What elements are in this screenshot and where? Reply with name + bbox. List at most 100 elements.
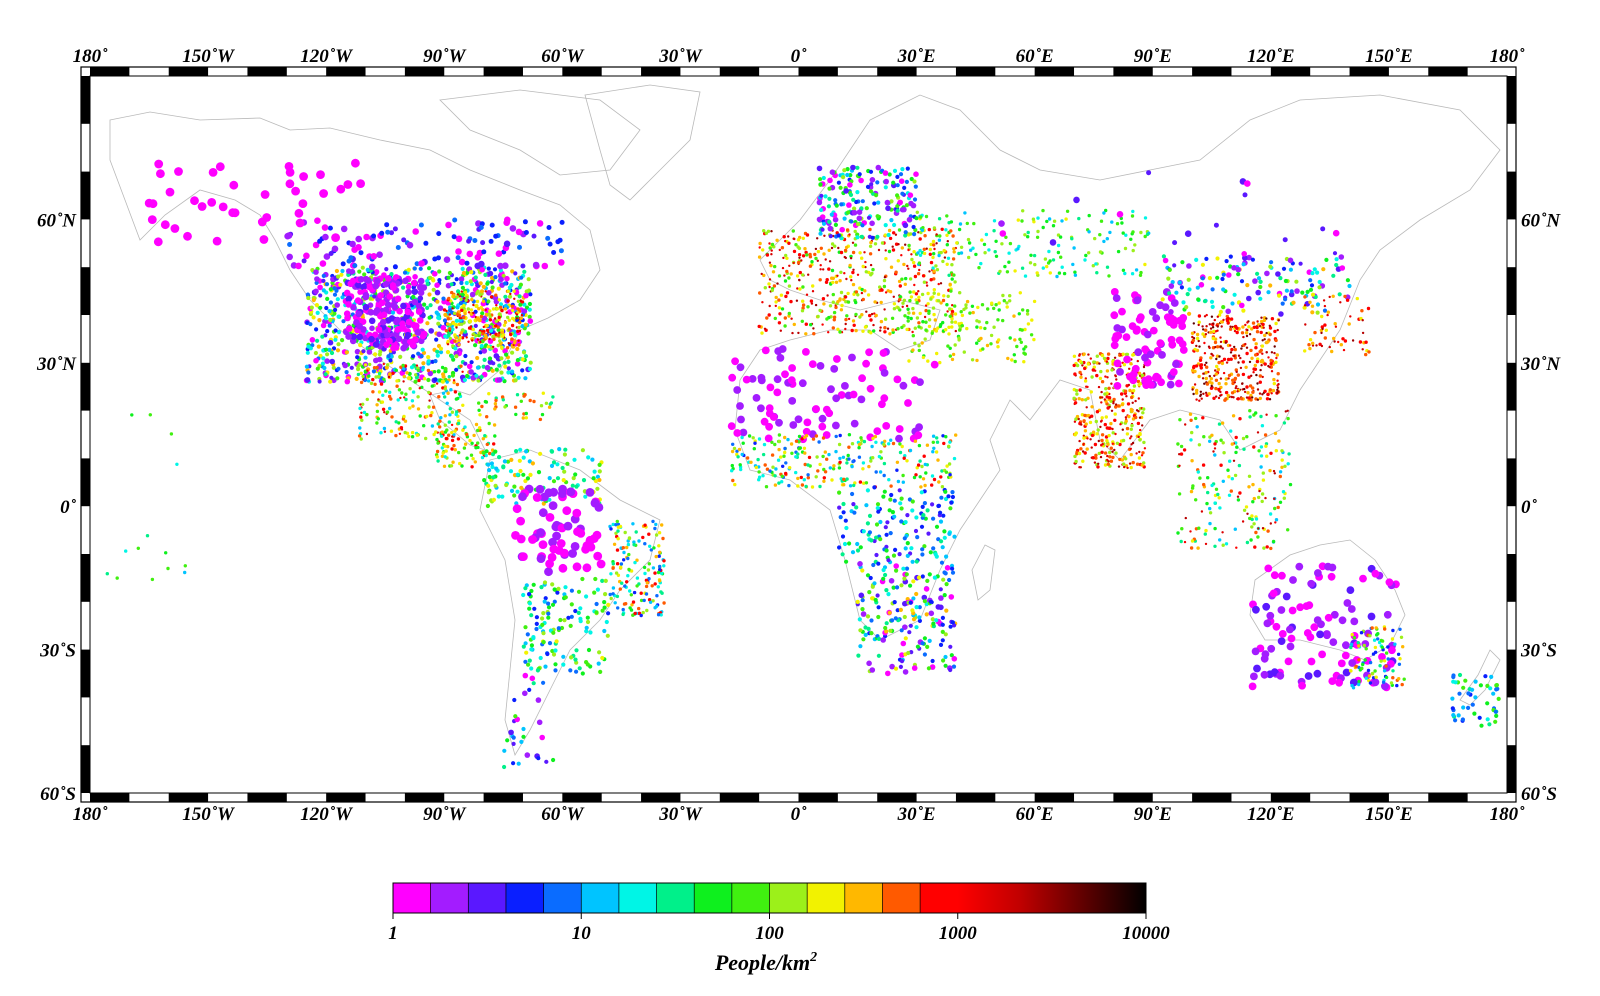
station-dot [428, 275, 433, 280]
station-dot [912, 179, 917, 184]
station-dot [940, 629, 945, 635]
station-dot [827, 219, 832, 224]
station-dot [454, 318, 459, 323]
station-dot [980, 303, 985, 307]
station-dot [478, 293, 482, 297]
station-dot [1129, 427, 1134, 431]
station-dot [949, 220, 954, 224]
station-dot [547, 241, 553, 247]
station-dot [355, 355, 360, 360]
station-dot [480, 404, 484, 409]
station-dot [360, 418, 364, 422]
station-dot [503, 240, 511, 248]
station-dot [994, 239, 998, 243]
station-dot [837, 545, 842, 550]
station-dot [540, 412, 545, 417]
station-dot [529, 643, 535, 648]
station-dot [618, 587, 622, 591]
station-dot [884, 629, 889, 634]
station-dot [873, 300, 877, 304]
station-dot [889, 199, 894, 204]
station-dot [1094, 453, 1098, 457]
station-dot [500, 345, 504, 349]
station-dot [394, 368, 398, 372]
station-dot [509, 292, 512, 296]
station-dot [907, 311, 911, 315]
station-dot [487, 270, 494, 277]
station-dot [517, 244, 522, 250]
station-dot [427, 370, 434, 377]
station-dot [321, 224, 329, 231]
station-dot [979, 261, 983, 266]
station-dot [363, 233, 370, 241]
station-dot [1090, 433, 1095, 438]
station-dot [925, 284, 929, 287]
station-dot [526, 277, 531, 282]
station-dot [359, 437, 363, 441]
station-dot [518, 447, 523, 452]
station-dot [918, 475, 922, 479]
station-dot [1105, 369, 1110, 373]
station-dot [260, 190, 270, 199]
station-dot [580, 671, 585, 676]
station-dot [1251, 390, 1255, 394]
station-dot [1077, 451, 1082, 456]
station-dot [534, 615, 540, 620]
station-dot [356, 367, 361, 372]
station-dot [468, 369, 474, 375]
station-dot [780, 480, 784, 484]
station-dot [485, 415, 489, 419]
station-dot [819, 268, 822, 271]
frame-segment-top [1034, 67, 1075, 76]
station-dot [914, 605, 919, 610]
station-dot [770, 230, 773, 233]
station-dot [522, 269, 527, 274]
station-dot [511, 316, 515, 321]
station-dot [898, 178, 905, 184]
station-dot [851, 282, 856, 287]
station-dot [883, 317, 888, 321]
station-dot [388, 390, 392, 394]
station-dot [1084, 422, 1088, 426]
station-dot [1137, 435, 1140, 439]
station-dot [410, 435, 415, 439]
station-dot [462, 377, 467, 383]
station-dot [902, 536, 907, 541]
station-dot [417, 378, 421, 383]
station-dot [836, 180, 842, 185]
station-dot [399, 396, 402, 400]
station-dot [1133, 296, 1142, 305]
station-dot [344, 378, 351, 385]
station-dot [1263, 389, 1267, 393]
station-dot [757, 324, 761, 329]
station-dot [394, 420, 398, 424]
station-dot [1241, 325, 1245, 329]
station-dot [470, 297, 474, 302]
station-dot [929, 260, 934, 265]
station-dot [446, 343, 450, 346]
station-dot [595, 486, 600, 491]
station-dot [344, 350, 349, 355]
station-dot [1221, 287, 1226, 292]
station-dot [935, 233, 938, 236]
station-dot [1102, 211, 1106, 215]
station-dot [882, 461, 887, 466]
station-dot [527, 601, 533, 606]
station-dot [843, 518, 848, 523]
station-dot [943, 632, 948, 637]
station-dot [801, 303, 806, 307]
station-dot [844, 327, 847, 331]
station-dot [484, 364, 491, 371]
station-dot [1202, 392, 1205, 395]
station-dot [436, 459, 440, 463]
station-dot [524, 289, 529, 294]
station-dot [823, 194, 828, 199]
station-dot [494, 367, 499, 372]
station-dot [967, 255, 971, 260]
station-dot [848, 353, 856, 362]
station-dot [592, 469, 597, 474]
station-dot [1095, 354, 1100, 358]
station-dot [476, 378, 481, 383]
station-dot [903, 636, 908, 641]
station-dot [521, 726, 526, 732]
